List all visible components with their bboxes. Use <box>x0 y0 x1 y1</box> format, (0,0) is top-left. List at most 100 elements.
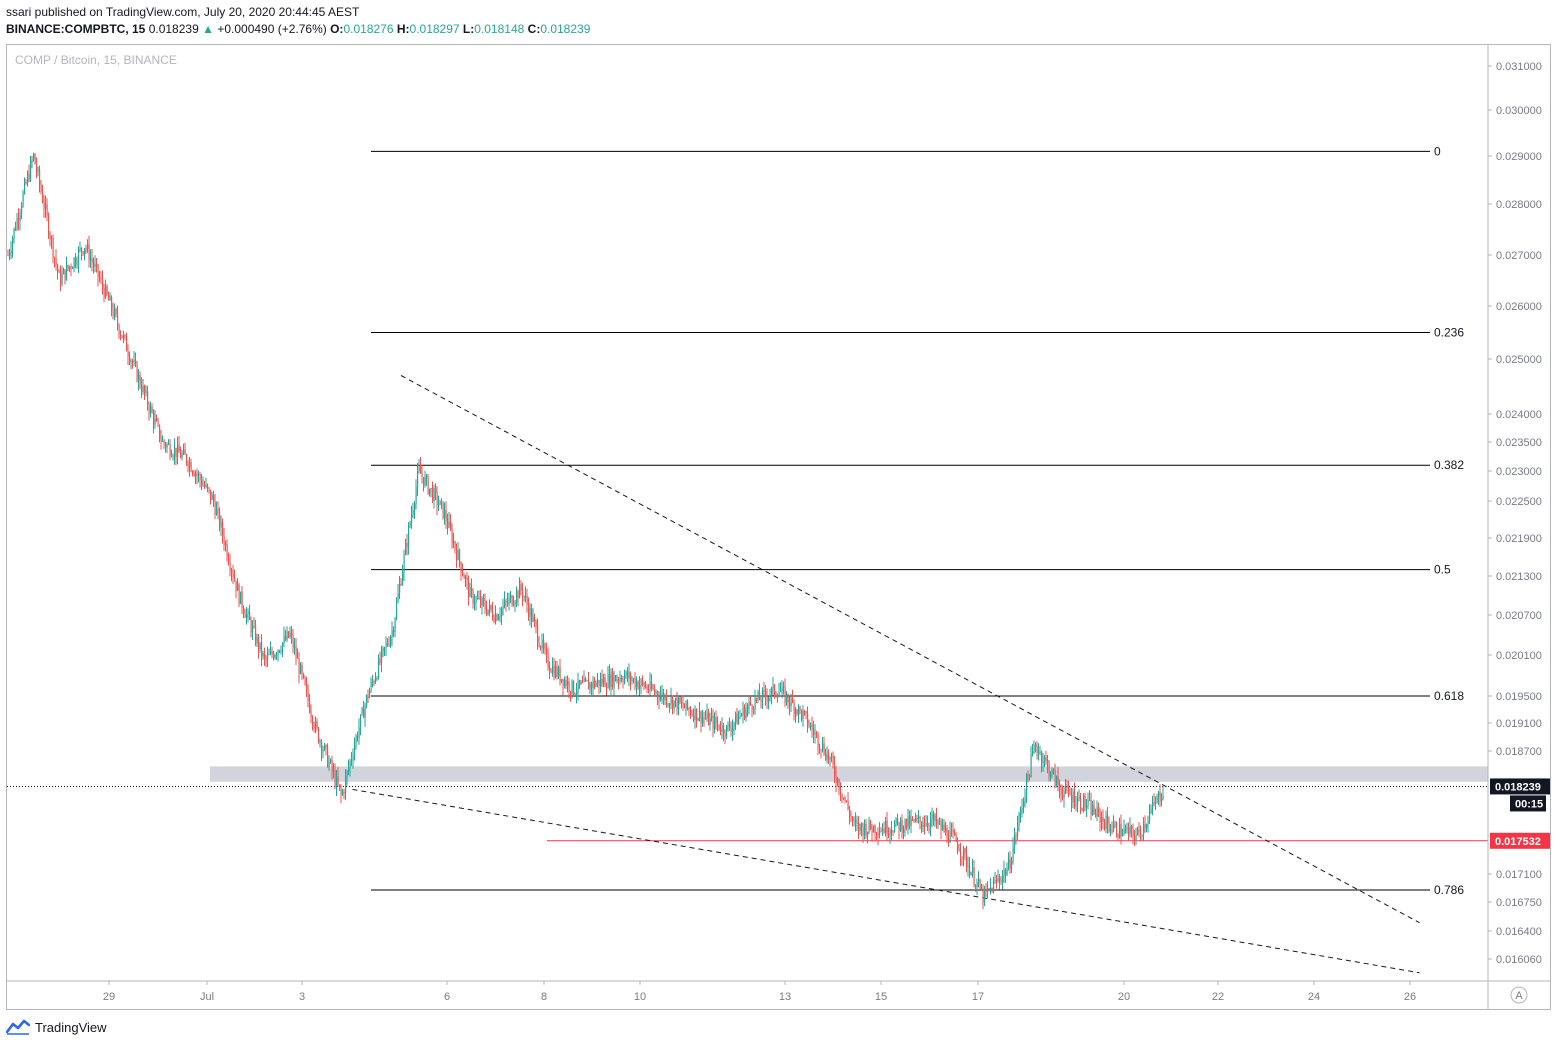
candle-body <box>87 244 89 249</box>
candle-body <box>223 535 225 546</box>
candle-body <box>684 706 686 709</box>
candle-body <box>262 653 264 657</box>
candle-body <box>13 228 15 239</box>
candle-body <box>673 700 675 709</box>
candle-body <box>631 679 633 682</box>
candle-body <box>790 697 792 707</box>
candle-body <box>1122 834 1124 836</box>
chart-frame[interactable] <box>6 44 1551 1010</box>
candle-body <box>609 673 611 688</box>
candle-body <box>724 733 726 737</box>
candle-body <box>289 632 291 637</box>
candle-body <box>1003 869 1005 876</box>
candle-body <box>874 825 876 834</box>
candle-body <box>1080 796 1082 809</box>
candle-body <box>498 617 500 620</box>
candle-body <box>307 689 309 701</box>
candle-body <box>1071 795 1073 803</box>
candle-body <box>243 607 245 614</box>
candle-body <box>372 681 374 683</box>
x-tick-label: Jul <box>200 991 214 1003</box>
candle-body <box>916 817 918 819</box>
candle-body <box>1081 808 1083 811</box>
candle-body <box>141 386 143 393</box>
candle-body <box>732 726 734 732</box>
candle-body <box>603 677 605 684</box>
candle-body <box>1146 823 1148 828</box>
candle-body <box>819 746 821 750</box>
candle-body <box>672 697 674 709</box>
candle-body <box>97 264 99 278</box>
candle-body <box>441 500 443 502</box>
candle-body <box>754 697 756 710</box>
candle-body <box>1078 796 1080 799</box>
candle-body <box>925 823 927 827</box>
candle-body <box>405 543 407 555</box>
auto-scale-button[interactable] <box>1510 986 1528 1004</box>
y-tick-label: 0.026000 <box>1496 301 1542 313</box>
candle-body <box>247 611 249 614</box>
candle-body <box>339 784 341 788</box>
candle-body <box>73 257 75 268</box>
candle-body <box>301 664 303 674</box>
candle-body <box>220 522 222 528</box>
candle-body <box>877 833 879 836</box>
candle-body <box>547 653 549 669</box>
candle-body <box>388 644 390 646</box>
candle-body <box>948 839 950 843</box>
y-tick-label: 0.024000 <box>1496 409 1542 421</box>
candle-body <box>1083 795 1085 811</box>
candle-body <box>16 217 18 230</box>
candle-body <box>196 473 198 476</box>
candle-body <box>115 309 117 315</box>
candle-body <box>468 580 470 597</box>
candle-body <box>897 817 899 823</box>
candle-body <box>657 691 659 697</box>
footer-brand[interactable]: TradingView <box>6 1019 107 1035</box>
candle-body <box>280 651 282 653</box>
candle-body <box>465 577 467 580</box>
candle-body <box>646 686 648 690</box>
candle-body <box>1075 805 1077 807</box>
candle-body <box>630 672 632 682</box>
candle-body <box>976 881 978 888</box>
candle-body <box>285 635 287 640</box>
candle-body <box>408 525 410 547</box>
candle-body <box>9 253 11 256</box>
candle-body <box>1138 829 1140 831</box>
candle-body <box>10 249 12 254</box>
candle-body <box>526 595 528 605</box>
candle-body <box>192 471 194 474</box>
candle-body <box>490 605 492 611</box>
candle-body <box>484 601 486 610</box>
candle-body <box>969 865 971 876</box>
candle-body <box>112 309 114 317</box>
y-tick-label: 0.022500 <box>1496 496 1542 508</box>
candle-body <box>820 749 822 751</box>
candle-body <box>193 473 195 477</box>
candle-body <box>435 488 437 493</box>
candle-body <box>1000 880 1002 882</box>
candle-body <box>1030 754 1032 777</box>
candle-body <box>1126 827 1128 829</box>
candle-body <box>1005 869 1007 876</box>
candle-body <box>984 889 986 903</box>
publisher-line: ssari published on TradingView.com, July… <box>6 5 360 19</box>
descending-support-trendline[interactable] <box>352 788 1420 974</box>
candle-body <box>894 824 896 833</box>
candle-body <box>1018 813 1020 826</box>
candle-body <box>315 721 317 729</box>
candle-body <box>1108 824 1110 832</box>
candle-body <box>198 474 200 476</box>
candle-body <box>537 626 539 643</box>
candle-body <box>591 683 593 688</box>
candle-body <box>592 680 594 688</box>
candle-body <box>813 729 815 735</box>
candle-body <box>238 584 240 604</box>
candle-body <box>915 817 917 822</box>
candle-body <box>529 608 531 617</box>
candle-body <box>970 872 972 876</box>
descending-resistance-trendline[interactable] <box>400 375 1420 924</box>
candle-body <box>966 853 968 868</box>
